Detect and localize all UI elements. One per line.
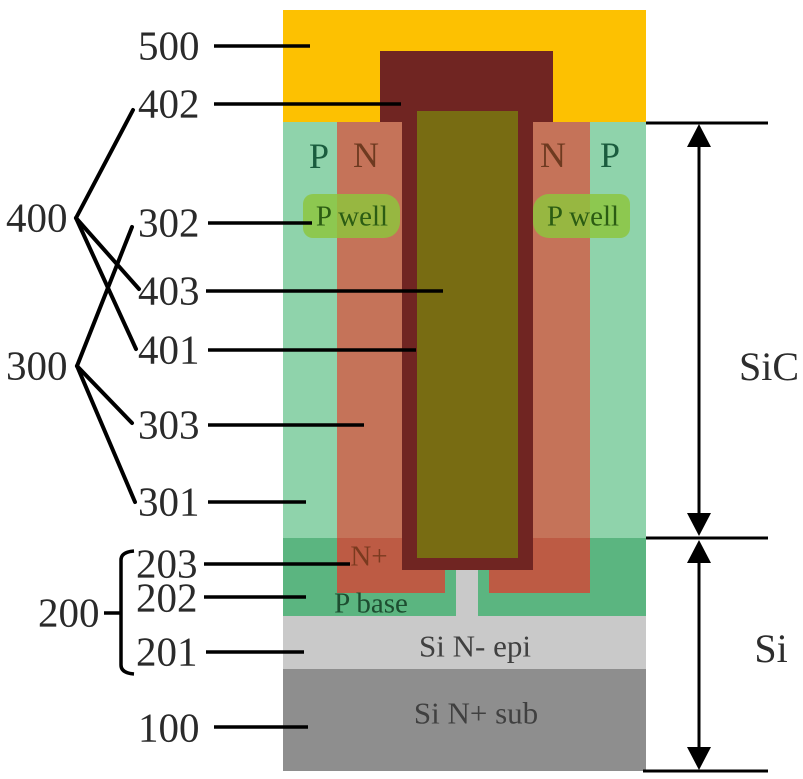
sic-dimension-label: SiC xyxy=(738,344,800,389)
p-well-right xyxy=(533,194,630,238)
sic-arrowhead-top xyxy=(687,124,711,147)
branch-line-400-401 xyxy=(74,216,138,351)
sic-arrowhead-bottom xyxy=(687,513,711,536)
p-well-left-label: P well xyxy=(315,200,389,233)
si-n-epi-label: Si N- epi xyxy=(419,628,531,664)
si-arrowhead-top xyxy=(687,540,711,563)
ref-label-200: 200 xyxy=(38,589,100,636)
si-n-sub-label: Si N+ sub xyxy=(413,695,539,731)
sic-n-pillar-left xyxy=(337,122,402,538)
ref-label-500: 500 xyxy=(138,22,200,69)
ref-label-203: 203 xyxy=(136,540,198,587)
branch-line-400-403 xyxy=(74,216,141,291)
ref-label-400: 400 xyxy=(6,194,68,241)
sic-p-pillar-left xyxy=(283,122,337,538)
p-well-left xyxy=(303,194,400,238)
bracket-200 xyxy=(119,549,135,676)
branch-line-400-402 xyxy=(74,108,135,220)
sic-p-pillar-right xyxy=(590,122,646,538)
gate-poly-region xyxy=(417,111,518,558)
p-pillar-left-label: P xyxy=(308,136,330,176)
n-pillar-right-label: N xyxy=(540,135,566,175)
ref-label-100: 100 xyxy=(138,704,200,751)
ref-label-302: 302 xyxy=(138,199,200,246)
sic-n-pillar-right xyxy=(533,122,590,538)
ref-label-300: 300 xyxy=(6,342,68,389)
p-well-right-label: P well xyxy=(546,200,620,233)
si-dimension-label: Si xyxy=(754,626,788,671)
si-arrowhead-bottom xyxy=(687,747,711,770)
si-n-sub-region xyxy=(283,669,646,771)
ref-label-403: 403 xyxy=(138,267,200,314)
n-plus-label: N+ xyxy=(350,540,388,573)
p-pillar-right-label: P xyxy=(599,135,621,175)
si-n-epi-region xyxy=(283,616,646,669)
ref-label-202: 202 xyxy=(136,574,198,621)
ref-label-402: 402 xyxy=(138,80,200,127)
ref-label-401: 401 xyxy=(138,326,200,373)
branch-line-300-303 xyxy=(75,364,134,425)
ref-label-301: 301 xyxy=(138,478,200,525)
gate-cap-region xyxy=(380,51,553,122)
ref-label-201: 201 xyxy=(136,628,198,675)
n-pillar-left-label: N xyxy=(353,135,379,175)
epi-plug-under-trench xyxy=(456,570,478,616)
p-base-label: P base xyxy=(334,587,408,620)
branch-line-300-301 xyxy=(75,364,137,504)
branch-line-300-302 xyxy=(75,225,134,368)
ref-label-303: 303 xyxy=(138,401,200,448)
